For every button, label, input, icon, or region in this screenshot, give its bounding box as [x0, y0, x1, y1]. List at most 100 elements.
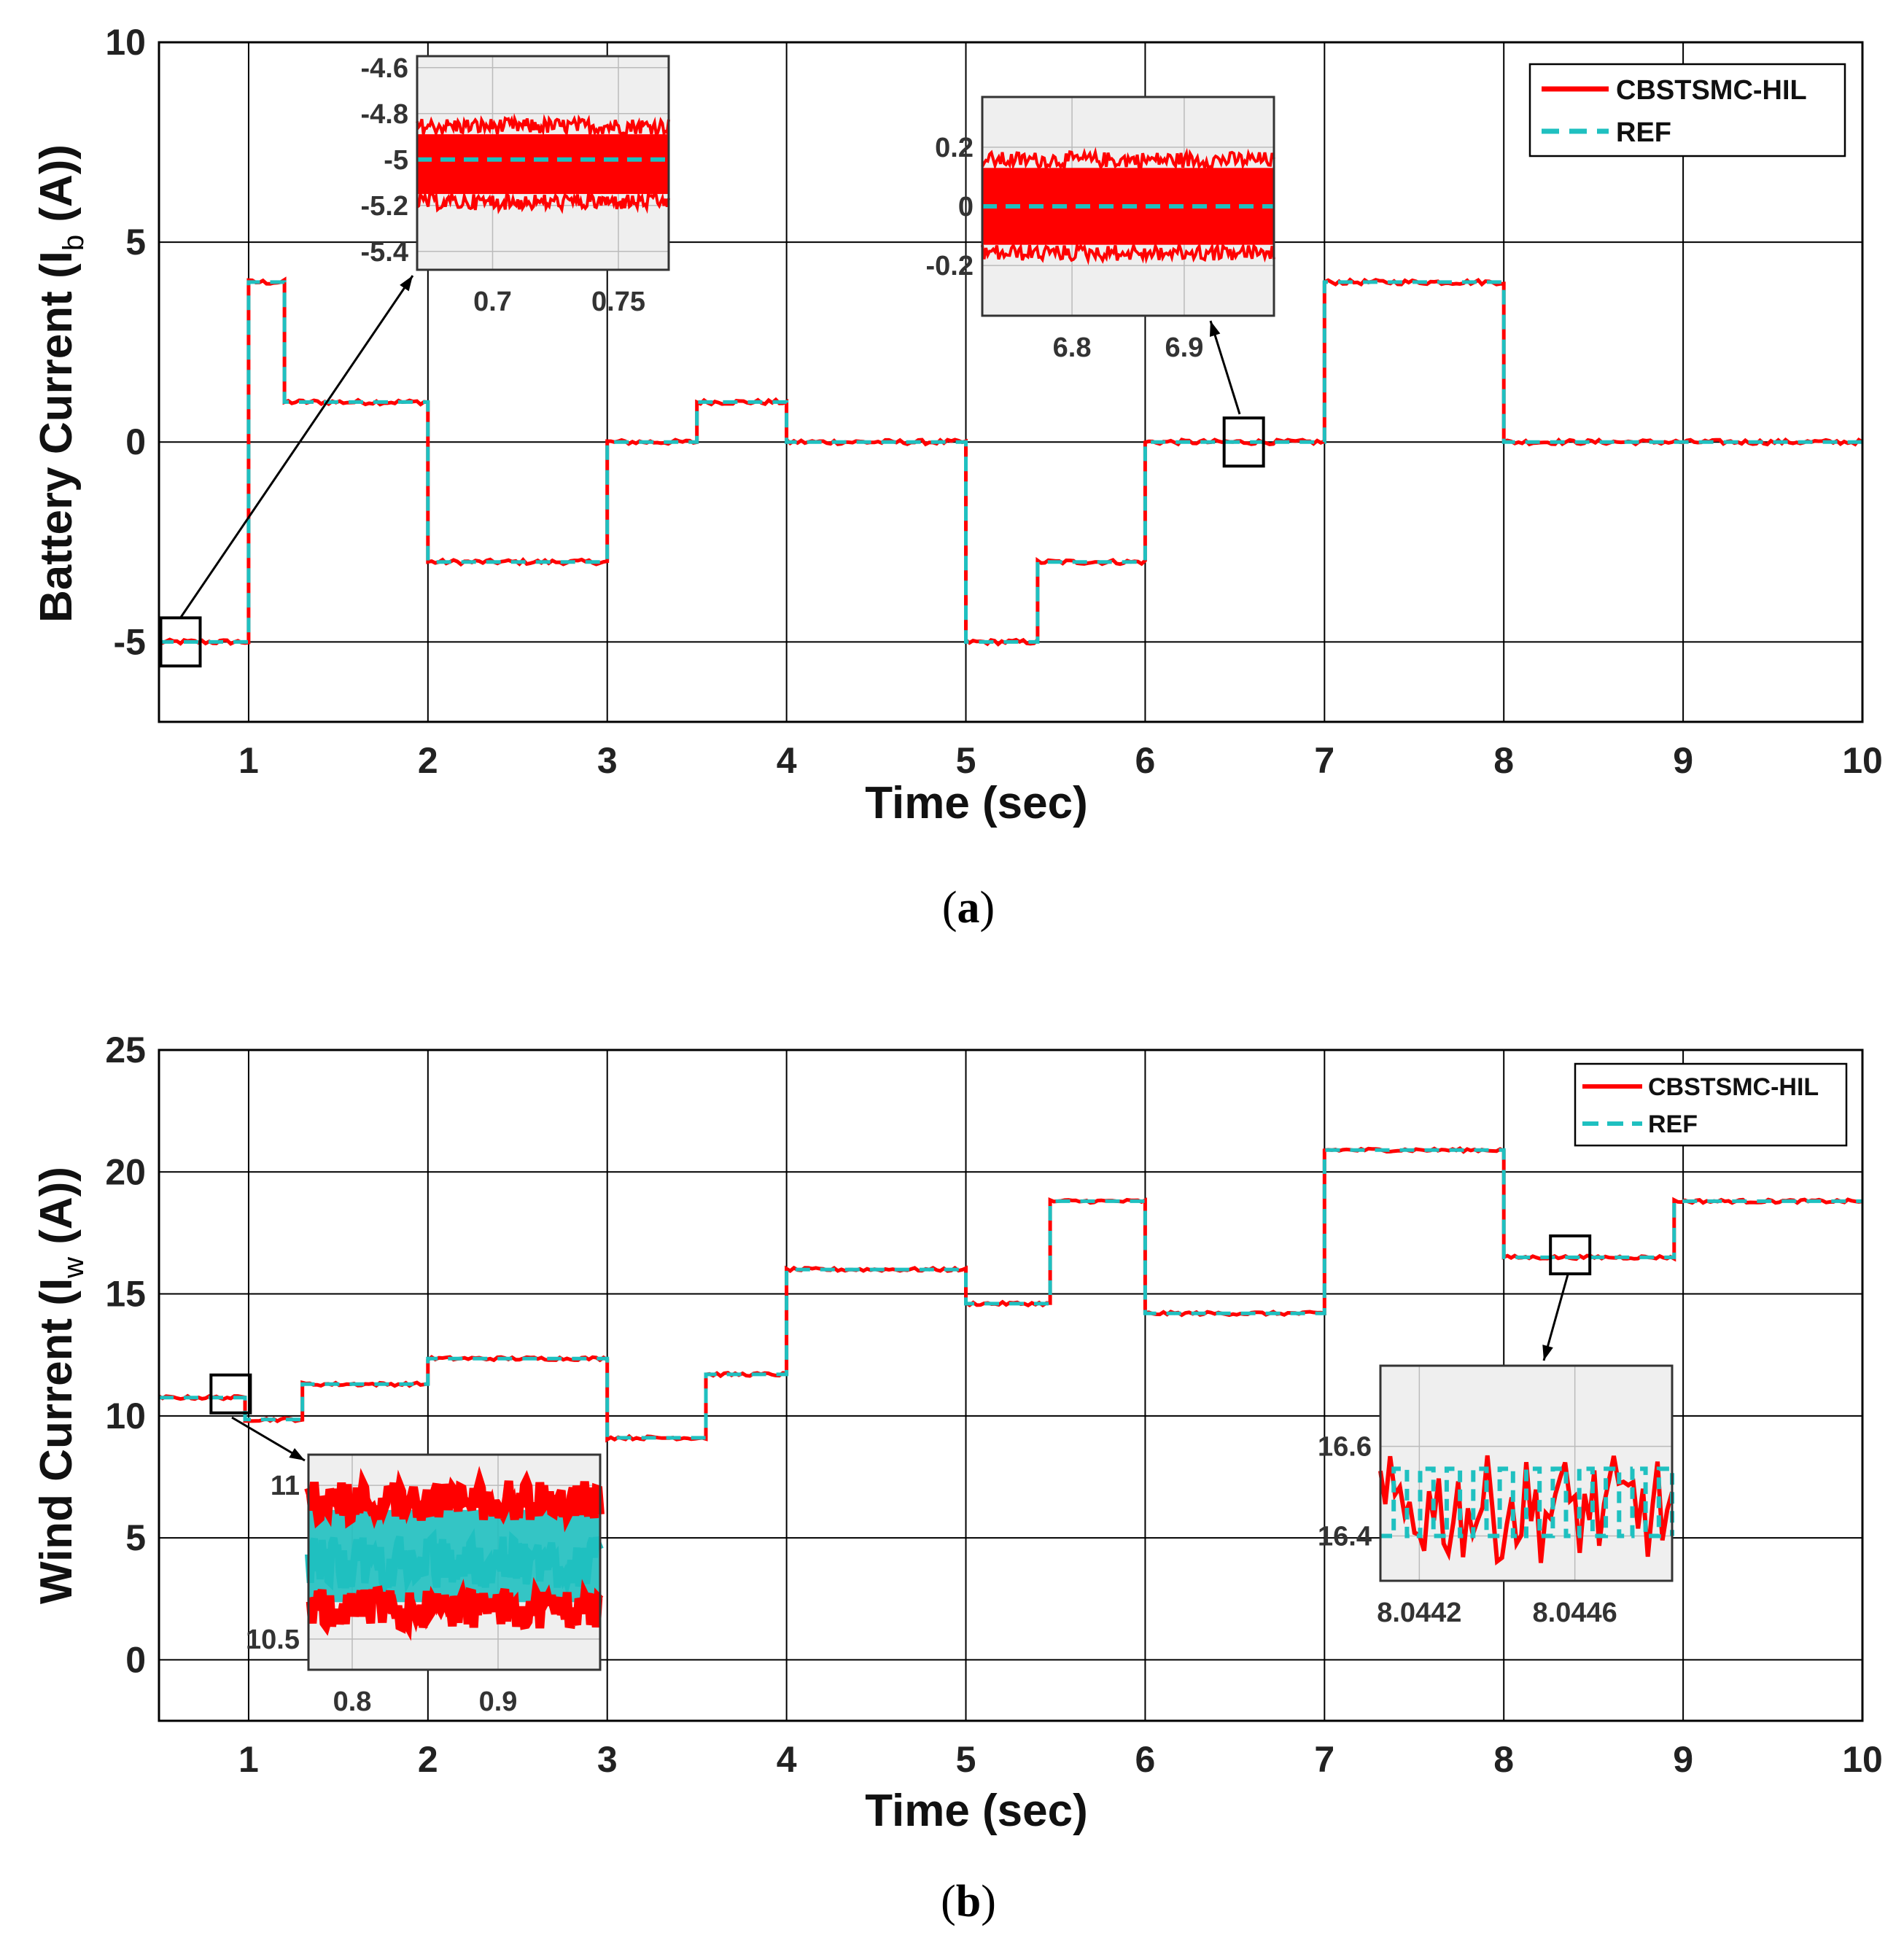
inset-y-tick-label: 16.6	[1318, 1432, 1372, 1463]
inset-measured-bottom-edge	[981, 239, 1275, 265]
zoom-arrow-head	[1209, 321, 1221, 337]
x-tick-label: 10	[1842, 740, 1883, 781]
inset-zoom: 8.0442 8.0446 16.6 16.4	[1318, 1364, 1674, 1628]
panel-a-legend: CBSTSMC-HIL REF	[1528, 63, 1846, 157]
x-tick-label: 8	[1493, 1739, 1514, 1780]
panel-b-ytick-labels: 0 5 10 15 20 25	[105, 1030, 146, 1680]
panel-a-battery-current: 1 2 3 4 5 6 7 8 9 10 -5 0 5 10 Time (sec) Battery Cu…	[31, 22, 1883, 933]
panel-b-caption: (b)	[941, 1877, 996, 1926]
x-tick-label: 5	[956, 1739, 976, 1780]
inset-x-tick-label: 8.0442	[1377, 1598, 1461, 1628]
inset-measured-band	[417, 134, 669, 195]
inset-reference-trace	[305, 1528, 604, 1597]
inset-zoom: 6.8 6.9 0.2 0 -0.2	[926, 96, 1275, 363]
panel-a-series	[158, 276, 1864, 647]
x-tick-label: 1	[238, 1739, 259, 1780]
x-tick-label: 6	[1135, 740, 1156, 781]
series-reference-line	[159, 1148, 1862, 1440]
legend-measured-label: CBSTSMC-HIL	[1648, 1073, 1819, 1101]
x-tick-label: 4	[777, 740, 797, 781]
zoom-arrow-head	[289, 1448, 305, 1460]
y-tick-label: 15	[105, 1274, 146, 1315]
inset-y-tick-label: 10.5	[246, 1625, 300, 1655]
zoom-arrow-head	[1542, 1345, 1553, 1361]
panel-b-ylabel: Wind Current (Iw (A))	[31, 1167, 90, 1604]
series-reference-line	[159, 280, 1862, 644]
y-tick-label: 20	[105, 1151, 146, 1192]
inset-measured-top-edge	[981, 147, 1275, 173]
inset-x-tick-label: 8.0446	[1533, 1598, 1617, 1628]
inset-y-tick-label: -5.4	[361, 237, 408, 268]
inset-frame	[307, 1453, 602, 1671]
inset-x-tick-label: 0.8	[333, 1687, 372, 1717]
y-tick-label: -5	[114, 621, 146, 662]
y-tick-label: 0	[125, 1639, 146, 1680]
inset-reference-trace	[1380, 1466, 1674, 1539]
inset-y-tick-label: 16.4	[1318, 1522, 1372, 1552]
x-tick-label: 1	[238, 740, 259, 781]
inset-measured-trace	[1378, 1455, 1674, 1566]
inset-y-tick-label: 0.2	[935, 133, 974, 163]
legend-reference-label: REF	[1616, 117, 1671, 148]
zoom-arrow-line	[179, 275, 414, 619]
legend-reference-label: REF	[1648, 1110, 1698, 1138]
panel-b-series	[158, 1145, 1863, 1443]
x-tick-label: 2	[418, 740, 438, 781]
zoom-target-box	[1549, 1234, 1592, 1276]
inset-x-tick-label: 0.75	[591, 287, 645, 317]
panel-b-axes-box	[158, 1049, 1864, 1722]
zoom-arrow-line	[1209, 320, 1241, 415]
panel-b-wind-current: 1 2 3 4 5 6 7 8 9 10 0 5 10 15 20 25 Time (sec) Wind C…	[31, 1030, 1883, 1926]
inset-x-tick-label: 0.9	[479, 1687, 518, 1717]
panel-a-ylabel: Battery Current (Ib (A))	[31, 144, 90, 623]
inset-zoom: 0.8 0.9 11 10.5	[246, 1453, 605, 1717]
y-tick-label: 25	[105, 1030, 146, 1070]
x-tick-label: 4	[777, 1739, 797, 1780]
panel-a-xlabel: Time (sec)	[865, 778, 1088, 828]
panel-a-insets: 0.7 0.75 -4.6 -4.8 -5 -5.2 -5.4 6.8 6.9 0.2 0 -0.2	[361, 53, 1275, 363]
x-tick-label: 7	[1314, 1739, 1334, 1780]
inset-y-tick-label: 0	[958, 192, 974, 222]
x-tick-label: 2	[418, 1739, 438, 1780]
panel-a-zoom-links	[159, 275, 1265, 668]
panel-b-insets: 0.8 0.9 11 10.5 8.0442 8.0446 16.6 16.4	[246, 1364, 1674, 1717]
inset-x-tick-label: 6.8	[1053, 332, 1092, 363]
inset-frame	[1379, 1364, 1674, 1582]
legend-box	[1574, 1062, 1848, 1147]
y-tick-label: 0	[125, 421, 146, 462]
inset-y-tick-label: -4.6	[361, 53, 408, 84]
inset-y-tick-label: -4.8	[361, 99, 408, 130]
inset-frame	[981, 96, 1275, 317]
panel-b-xtick-labels: 1 2 3 4 5 6 7 8 9 10	[238, 1739, 1883, 1780]
inset-measured-bottom-edge	[416, 189, 670, 214]
x-tick-label: 10	[1842, 1739, 1883, 1780]
panel-a-axes-box	[158, 41, 1864, 723]
panel-a-caption: (a)	[942, 883, 995, 933]
inset-measured-lower-trace	[306, 1576, 604, 1641]
x-tick-label: 7	[1314, 740, 1334, 781]
inset-y-tick-label: -5	[384, 145, 408, 176]
x-tick-label: 9	[1673, 1739, 1693, 1780]
x-tick-label: 3	[597, 1739, 618, 1780]
y-tick-label: 5	[125, 222, 146, 262]
x-tick-label: 9	[1673, 740, 1693, 781]
inset-y-tick-label: -5.2	[361, 191, 408, 222]
x-tick-label: 3	[597, 740, 618, 781]
x-tick-label: 6	[1135, 1739, 1156, 1780]
y-tick-label: 10	[105, 22, 146, 63]
y-tick-label: 5	[125, 1517, 146, 1558]
panel-b-legend: CBSTSMC-HIL REF	[1574, 1062, 1848, 1147]
inset-frame	[416, 55, 670, 271]
panel-a-ytick-labels: -5 0 5 10	[105, 22, 146, 662]
panel-b-xlabel: Time (sec)	[865, 1786, 1088, 1836]
inset-x-tick-label: 6.9	[1165, 332, 1204, 363]
legend-box	[1528, 63, 1846, 157]
x-tick-label: 5	[956, 740, 976, 781]
zoom-arrow-head	[400, 276, 413, 292]
panel-a-xtick-labels: 1 2 3 4 5 6 7 8 9 10	[238, 740, 1883, 781]
inset-measured-top-edge	[416, 113, 670, 139]
inset-y-tick-label: -0.2	[926, 251, 974, 281]
panel-b-zoom-links	[209, 1234, 1592, 1462]
inset-y-tick-label: 11	[271, 1471, 300, 1501]
